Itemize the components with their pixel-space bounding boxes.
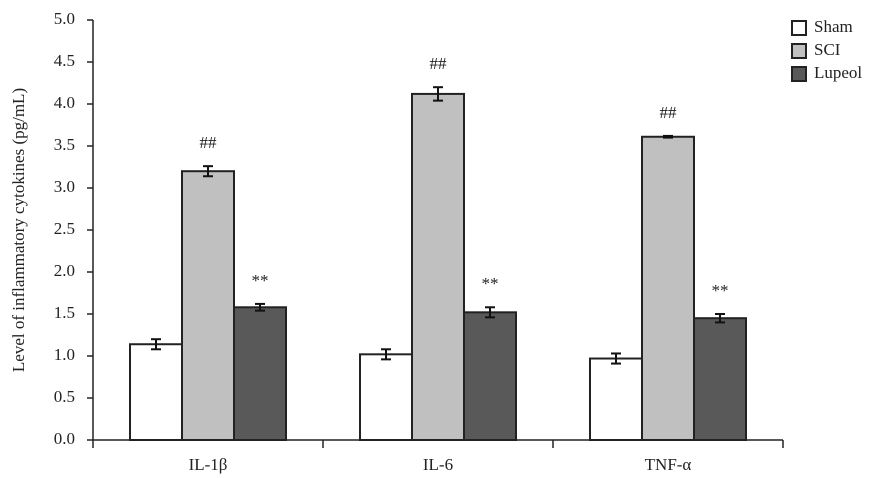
bar bbox=[641, 135, 695, 441]
y-tick-label: 1.0 bbox=[54, 345, 75, 364]
annotation: ## bbox=[430, 54, 448, 73]
legend-label: SCI bbox=[814, 40, 841, 59]
legend-swatch bbox=[791, 66, 807, 82]
y-axis-label: Level of inflammatory cytokines (pg/mL) bbox=[9, 88, 28, 372]
annotation: ## bbox=[200, 133, 218, 152]
legend-label: Sham bbox=[814, 17, 853, 36]
legend-swatch bbox=[791, 43, 807, 59]
bar bbox=[181, 170, 235, 441]
legend-label: Lupeol bbox=[814, 63, 862, 82]
annotation: ## bbox=[660, 103, 678, 122]
bar bbox=[589, 357, 643, 441]
y-tick-label: 3.5 bbox=[54, 135, 75, 154]
y-tick-label: 2.0 bbox=[54, 261, 75, 280]
bar bbox=[411, 92, 465, 441]
annotation: ** bbox=[712, 281, 729, 300]
legend-swatch bbox=[791, 20, 807, 36]
y-tick-label: 3.0 bbox=[54, 177, 75, 196]
annotation: ** bbox=[252, 271, 269, 290]
y-tick-label: 2.5 bbox=[54, 219, 75, 238]
x-tick-label: IL-1β bbox=[189, 455, 228, 474]
x-tick-label: TNF-α bbox=[645, 455, 692, 474]
bar bbox=[359, 353, 413, 442]
y-tick-label: 4.5 bbox=[54, 51, 75, 70]
y-tick-label: 0.5 bbox=[54, 387, 75, 406]
y-tick-label: 1.5 bbox=[54, 303, 75, 322]
bar bbox=[129, 343, 183, 441]
bar bbox=[233, 306, 287, 441]
y-tick-label: 4.0 bbox=[54, 93, 75, 112]
x-tick-label: IL-6 bbox=[423, 455, 453, 474]
y-tick-label: 0.0 bbox=[54, 429, 75, 448]
bar bbox=[693, 317, 747, 442]
y-tick-label: 5.0 bbox=[54, 9, 75, 28]
bar bbox=[463, 311, 517, 442]
annotation: ** bbox=[482, 274, 499, 293]
